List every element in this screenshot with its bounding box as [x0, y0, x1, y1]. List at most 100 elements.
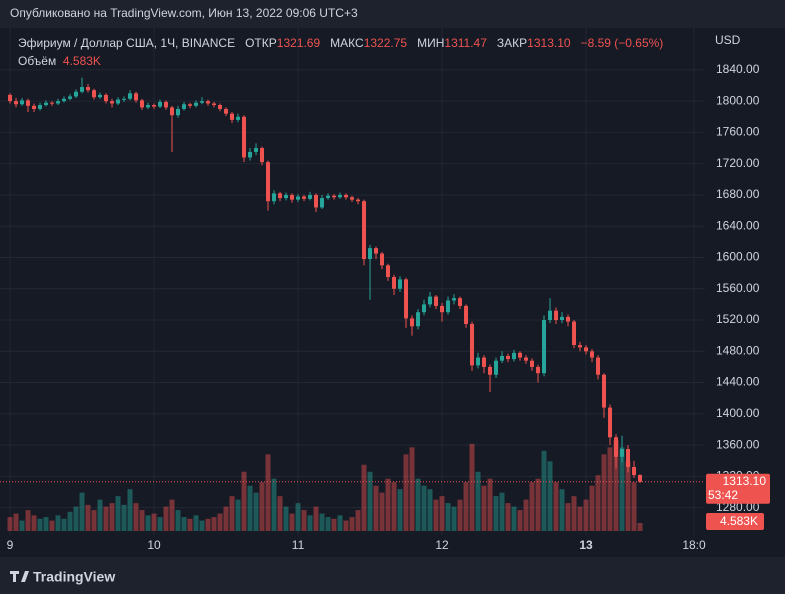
candle-body: [56, 101, 61, 104]
volume-bar: [481, 485, 487, 531]
y-tick-label: 1480.00: [716, 343, 760, 357]
legend-value: 1313.10: [527, 36, 571, 50]
candle-body: [326, 195, 331, 199]
volume-bar: [559, 489, 565, 531]
volume-bar: [631, 482, 637, 531]
volume-bar: [421, 485, 427, 531]
volume-bar: [619, 447, 625, 531]
volume-bar: [541, 450, 547, 531]
volume-bar: [457, 499, 463, 531]
volume-bar: [343, 520, 349, 531]
volume-bar: [205, 518, 211, 531]
branding[interactable]: TradingView: [33, 569, 115, 585]
legend-label: ЗАКР: [496, 36, 528, 50]
candle-body: [26, 100, 31, 106]
volume-bar: [163, 506, 169, 531]
volume-bar: [625, 461, 631, 531]
candle-body: [32, 105, 37, 109]
volume-bar: [505, 503, 511, 531]
time-axis: [0, 535, 785, 557]
volume-bar: [259, 482, 265, 531]
volume-bar: [523, 499, 529, 531]
volume-bar: [277, 496, 283, 531]
candle-body: [182, 104, 187, 109]
candle-body: [200, 101, 205, 103]
candle-body: [236, 116, 241, 120]
volume-bar: [241, 471, 247, 531]
candle-body: [620, 449, 625, 457]
countdown: 53:42: [708, 488, 738, 502]
candle-body: [566, 316, 571, 322]
volume-bar: [325, 517, 331, 531]
legend-label: ОТКР: [245, 36, 277, 50]
volume-bar: [571, 496, 577, 531]
legend-label: МАКС: [330, 36, 364, 50]
candle-body: [332, 195, 337, 198]
volume-bar: [253, 492, 259, 531]
price-tag-label: 1313.10: [723, 474, 767, 488]
candle-body: [8, 94, 13, 102]
volume-bar: [79, 492, 85, 531]
volume-bar: [451, 506, 457, 531]
volume-bar: [229, 496, 235, 531]
candle-body: [614, 437, 619, 457]
volume-bar: [31, 515, 37, 531]
volume-bar: [499, 492, 505, 531]
candle-body: [122, 98, 127, 100]
candle-body: [536, 366, 541, 374]
candle-body: [290, 194, 295, 200]
candle-body: [20, 100, 25, 105]
candle-body: [428, 296, 433, 305]
candle-body: [488, 366, 493, 375]
y-tick-label: 1840.00: [716, 62, 760, 76]
candle-body: [590, 351, 595, 358]
volume-bar: [109, 503, 115, 531]
volume-bar: [145, 515, 151, 531]
candle-body: [92, 90, 97, 98]
legend-value: 1321.69: [276, 36, 321, 50]
volume-bar: [193, 515, 199, 531]
legend-value: 1322.75: [363, 36, 408, 50]
candle-body: [482, 357, 487, 367]
candle-body: [470, 323, 475, 366]
candle-body: [50, 102, 55, 104]
x-tick-label: 10: [147, 538, 161, 552]
candle-body: [530, 360, 535, 367]
candle-body: [440, 305, 445, 313]
y-tick-label: 1800.00: [716, 93, 760, 107]
candle-body: [446, 300, 451, 313]
legend: Эфириум / Доллар США, 1Ч, BINANCE ОТКР13…: [18, 36, 663, 50]
volume-bar: [271, 478, 277, 531]
candle-body: [494, 360, 499, 375]
volume-bar: [511, 506, 517, 531]
volume-bar: [223, 506, 229, 531]
volume-bar: [355, 510, 361, 531]
candle-body: [458, 298, 463, 306]
volume-bar: [535, 478, 541, 531]
volume-bar: [373, 485, 379, 531]
candle-body: [626, 449, 631, 467]
volume-bar: [25, 510, 31, 531]
y-unit: USD: [715, 33, 741, 47]
volume-legend: Объём 4.583K: [18, 54, 101, 68]
candle-body: [152, 105, 157, 107]
candle-body: [500, 355, 505, 361]
candle-body: [518, 352, 523, 358]
volume-tag: [706, 513, 764, 530]
candle-body: [224, 108, 229, 114]
volume-bar: [445, 503, 451, 531]
volume-bar: [175, 510, 181, 531]
y-tick-label: 1680.00: [716, 187, 760, 201]
candle-body: [164, 101, 169, 108]
volume-bar: [361, 464, 367, 531]
candle-body: [350, 197, 355, 200]
candle-body: [386, 265, 391, 278]
candle-body: [248, 151, 253, 158]
candle-body: [104, 94, 109, 102]
candle-body: [314, 194, 319, 208]
candle-body: [578, 345, 583, 348]
logo[interactable]: [10, 571, 29, 582]
candle-body: [266, 162, 271, 202]
volume-bar: [169, 499, 175, 531]
